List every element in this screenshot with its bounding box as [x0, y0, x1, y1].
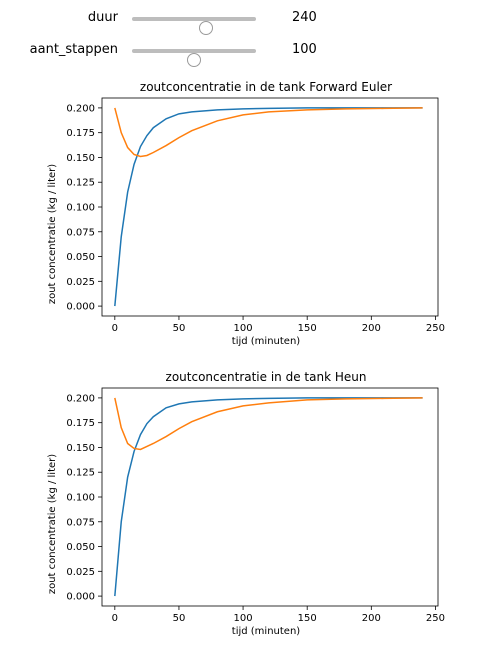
- y-tick-label: 0.150: [66, 153, 95, 164]
- x-tick-label: 100: [234, 323, 253, 334]
- slider-value-duur: 240: [292, 10, 317, 25]
- y-tick-label: 0.175: [66, 418, 95, 429]
- slider-thumb-duur[interactable]: [199, 21, 214, 35]
- y-tick-label: 0.100: [66, 493, 95, 504]
- y-axis-label: zout concentratie (kg / liter): [47, 164, 58, 304]
- y-tick-label: 0.125: [66, 178, 95, 189]
- y-tick-label: 0.075: [66, 227, 95, 238]
- slider-value-aant-stappen: 100: [292, 42, 317, 57]
- x-tick-label: 200: [362, 613, 381, 624]
- y-tick-label: 0.125: [66, 468, 95, 479]
- slider-label-duur: duur: [87, 10, 118, 25]
- plot-area: 0 50 100 150 200 250 0.000 0.025 0.050 0.075 0.100…: [66, 97, 445, 334]
- y-tick-label: 0.150: [66, 443, 95, 454]
- slider-track-aant-stappen[interactable]: [132, 49, 256, 67]
- chart-forward-euler: zoutconcentratie in de tank Forward Eule…: [47, 80, 445, 347]
- y-tick-label: 0.025: [66, 567, 95, 578]
- series-line-2: [114, 397, 423, 451]
- x-tick-label: 50: [173, 613, 186, 624]
- axes-frame: [101, 97, 439, 317]
- series-line-1: [114, 397, 423, 597]
- y-axis-label: zout concentratie (kg / liter): [47, 454, 58, 594]
- slider-aant-stappen: aant_stappen 100: [0, 39, 488, 67]
- y-tick-label: 0.000: [66, 592, 95, 603]
- x-tick-label: 50: [173, 323, 186, 334]
- chart-title: zoutconcentratie in de tank Heun: [166, 370, 367, 384]
- x-tick-label: 200: [362, 323, 381, 334]
- slider-thumb-aant-stappen[interactable]: [187, 53, 201, 67]
- plot-area: 0 50 100 150 200 250 0.000 0.025 0.050 0.075 0.100…: [66, 387, 445, 624]
- x-axis-label: tijd (minuten): [232, 626, 301, 637]
- chart-title: zoutconcentratie in de tank Forward Eule…: [140, 80, 392, 94]
- y-tick-label: 0.175: [66, 128, 95, 139]
- y-tick-label: 0.050: [66, 252, 95, 263]
- chart-heun: zoutconcentratie in de tank Heun tijd (m…: [47, 370, 445, 637]
- x-tick-label: 250: [426, 613, 445, 624]
- x-tick-label: 100: [234, 613, 253, 624]
- y-tick-label: 0.025: [66, 277, 95, 288]
- x-axis-label: tijd (minuten): [232, 336, 301, 347]
- y-tick-label: 0.050: [66, 542, 95, 553]
- y-tick-label: 0.200: [66, 393, 95, 404]
- y-tick-label: 0.200: [66, 103, 95, 114]
- x-tick-label: 0: [112, 613, 118, 624]
- series-line-2: [114, 107, 423, 158]
- axes-frame: [101, 387, 439, 607]
- series-line-1: [114, 107, 423, 307]
- slider-label-aant-stappen: aant_stappen: [29, 42, 118, 57]
- x-tick-label: 250: [426, 323, 445, 334]
- slider-duur: duur 240: [0, 7, 488, 35]
- y-tick-label: 0.075: [66, 517, 95, 528]
- x-tick-label: 150: [298, 323, 317, 334]
- slider-track-duur[interactable]: [132, 17, 256, 35]
- x-tick-label: 0: [112, 323, 118, 334]
- y-tick-label: 0.100: [66, 203, 95, 214]
- y-tick-label: 0.000: [66, 302, 95, 313]
- x-tick-label: 150: [298, 613, 317, 624]
